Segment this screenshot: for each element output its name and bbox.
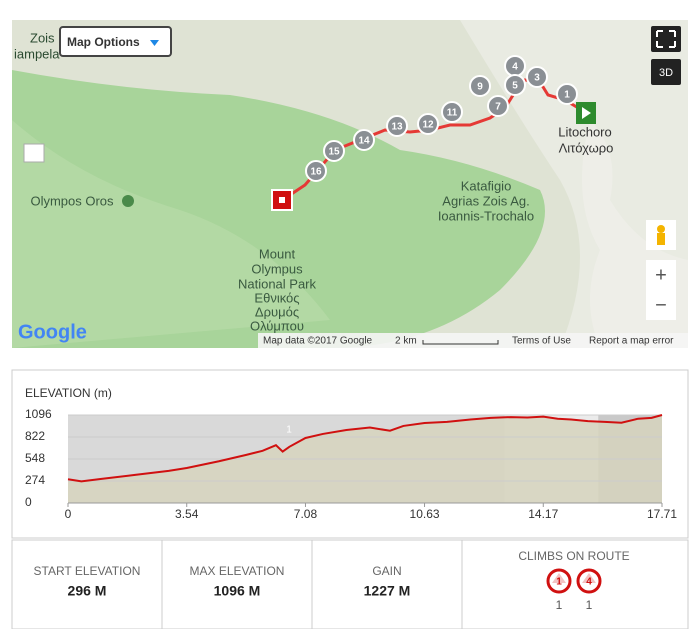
3d-label: 3D <box>659 67 673 79</box>
place-label: iampela <box>14 46 60 61</box>
x-tick-label: 14.17 <box>528 507 558 521</box>
stat-label: GAIN <box>372 564 401 578</box>
zoom-out[interactable]: − <box>655 294 667 316</box>
route-marker: 3 <box>526 66 548 88</box>
y-tick-label: 0 <box>25 495 32 509</box>
route-marker: 9 <box>469 75 491 97</box>
place-label: Δρυμός <box>255 304 299 319</box>
x-tick-label: 0 <box>65 507 72 521</box>
stat-value: 1227 M <box>364 583 411 599</box>
annotation: 1 <box>286 425 292 436</box>
marker-label: 1 <box>564 90 570 101</box>
elevation-line <box>67 414 663 483</box>
place-label: Agrias Zois Ag. <box>442 193 529 208</box>
route-marker: 1 <box>556 83 578 105</box>
fullscreen-button[interactable] <box>651 26 681 52</box>
climb-category: 4 <box>586 577 592 588</box>
marker-label: 11 <box>447 108 458 119</box>
climb-badge <box>576 568 602 594</box>
place-label: Olympus <box>251 261 303 276</box>
place-label: Katafigio <box>461 178 512 193</box>
place-label: Λιτόχωρο <box>559 140 614 155</box>
scale-label: 2 km <box>395 336 417 347</box>
climb-count: 1 <box>586 598 593 612</box>
3d-button[interactable] <box>651 59 681 85</box>
marker-label: 3 <box>534 73 540 84</box>
marker-label: 12 <box>422 120 434 131</box>
route-marker: 5 <box>504 74 526 96</box>
map-options-button[interactable] <box>59 26 172 57</box>
route-marker: 7 <box>487 95 509 117</box>
place-label: National Park <box>238 276 317 291</box>
x-tick-label: 17.71 <box>647 507 677 521</box>
route-marker: 14 <box>353 129 375 151</box>
stat-label: MAX ELEVATION <box>190 564 285 578</box>
climb-category: 1 <box>556 577 562 588</box>
route-marker: 13 <box>386 115 408 137</box>
climb-badge <box>546 568 572 594</box>
stat-value: 296 M <box>68 583 107 599</box>
marker-label: 5 <box>512 81 518 92</box>
x-tick-label: 10.63 <box>410 507 440 521</box>
place-label: Εθνικός <box>254 290 299 305</box>
y-tick-label: 1096 <box>25 407 52 421</box>
place-label: Mount <box>259 246 296 261</box>
y-tick-label: 822 <box>25 429 45 443</box>
map-options-label: Map Options <box>67 35 140 49</box>
place-label: Litochoro <box>558 124 611 139</box>
place-label: Ολύμπου <box>250 318 304 333</box>
y-tick-label: 548 <box>25 451 45 465</box>
marker-label: 16 <box>310 167 322 178</box>
stat-label: START ELEVATION <box>34 564 141 578</box>
marker-label: 7 <box>495 102 501 113</box>
place-label: Olympos Oros <box>30 193 114 208</box>
route-marker: 12 <box>417 113 439 135</box>
google-logo: Google <box>18 321 87 343</box>
marker-label: 14 <box>358 136 370 147</box>
route-marker: 11 <box>441 101 463 123</box>
place-label: Zois <box>30 30 55 45</box>
place-label: Ioannis-Trochalo <box>438 208 534 223</box>
attribution: Map data ©2017 Google <box>263 336 373 347</box>
route-marker: 4 <box>504 55 526 77</box>
marker-label: 15 <box>328 147 340 158</box>
chart-title: ELEVATION (m) <box>25 386 112 400</box>
climb-count: 1 <box>556 598 563 612</box>
climbs-label: CLIMBS ON ROUTE <box>518 549 629 563</box>
route-marker: 15 <box>323 140 345 162</box>
stat-value: 1096 M <box>214 583 261 599</box>
zoom-in[interactable]: + <box>655 264 667 286</box>
route-marker: 16 <box>305 160 327 182</box>
y-tick-label: 274 <box>25 473 45 487</box>
x-tick-label: 7.08 <box>294 507 318 521</box>
marker-label: 13 <box>391 122 403 133</box>
zoom-control <box>646 260 676 320</box>
terms-link[interactable]: Terms of Use <box>512 336 571 347</box>
report-link[interactable]: Report a map error <box>589 336 674 347</box>
marker-label: 9 <box>477 82 483 93</box>
marker-label: 4 <box>512 62 518 73</box>
x-tick-label: 3.54 <box>175 507 199 521</box>
